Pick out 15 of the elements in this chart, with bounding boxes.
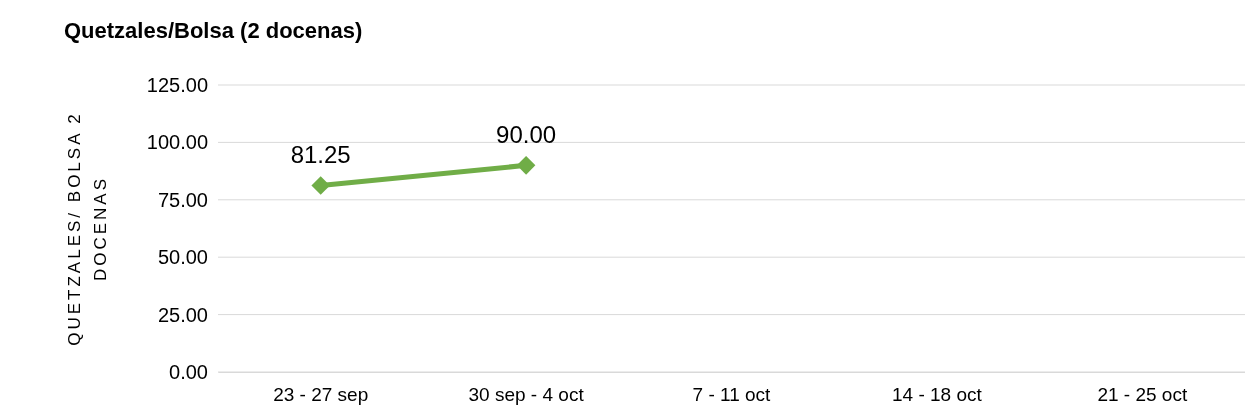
y-tick-label: 50.00 xyxy=(157,246,208,269)
y-tick-label: 75.00 xyxy=(157,188,208,211)
data-label: 90.00 xyxy=(496,121,557,149)
y-tick-label: 25.00 xyxy=(157,303,208,326)
x-tick-label: 23 - 27 sep xyxy=(273,384,369,406)
x-tick-label: 7 - 11 oct xyxy=(692,384,772,406)
y-tick-label: 125.00 xyxy=(146,73,208,96)
y-axis-title: QUETZALES/ BOLSA 2 DOCENAS xyxy=(65,111,110,346)
y-tick-label: 100.00 xyxy=(146,131,208,154)
x-tick-label: 14 - 18 oct xyxy=(892,384,983,406)
x-tick-label: 21 - 25 oct xyxy=(1097,384,1188,406)
y-tick-label: 0.00 xyxy=(169,360,208,383)
chart-title: Quetzales/Bolsa (2 docenas) xyxy=(64,18,363,43)
x-tick-label: 30 sep - 4 oct xyxy=(468,384,585,406)
data-label: 81.25 xyxy=(290,141,351,169)
